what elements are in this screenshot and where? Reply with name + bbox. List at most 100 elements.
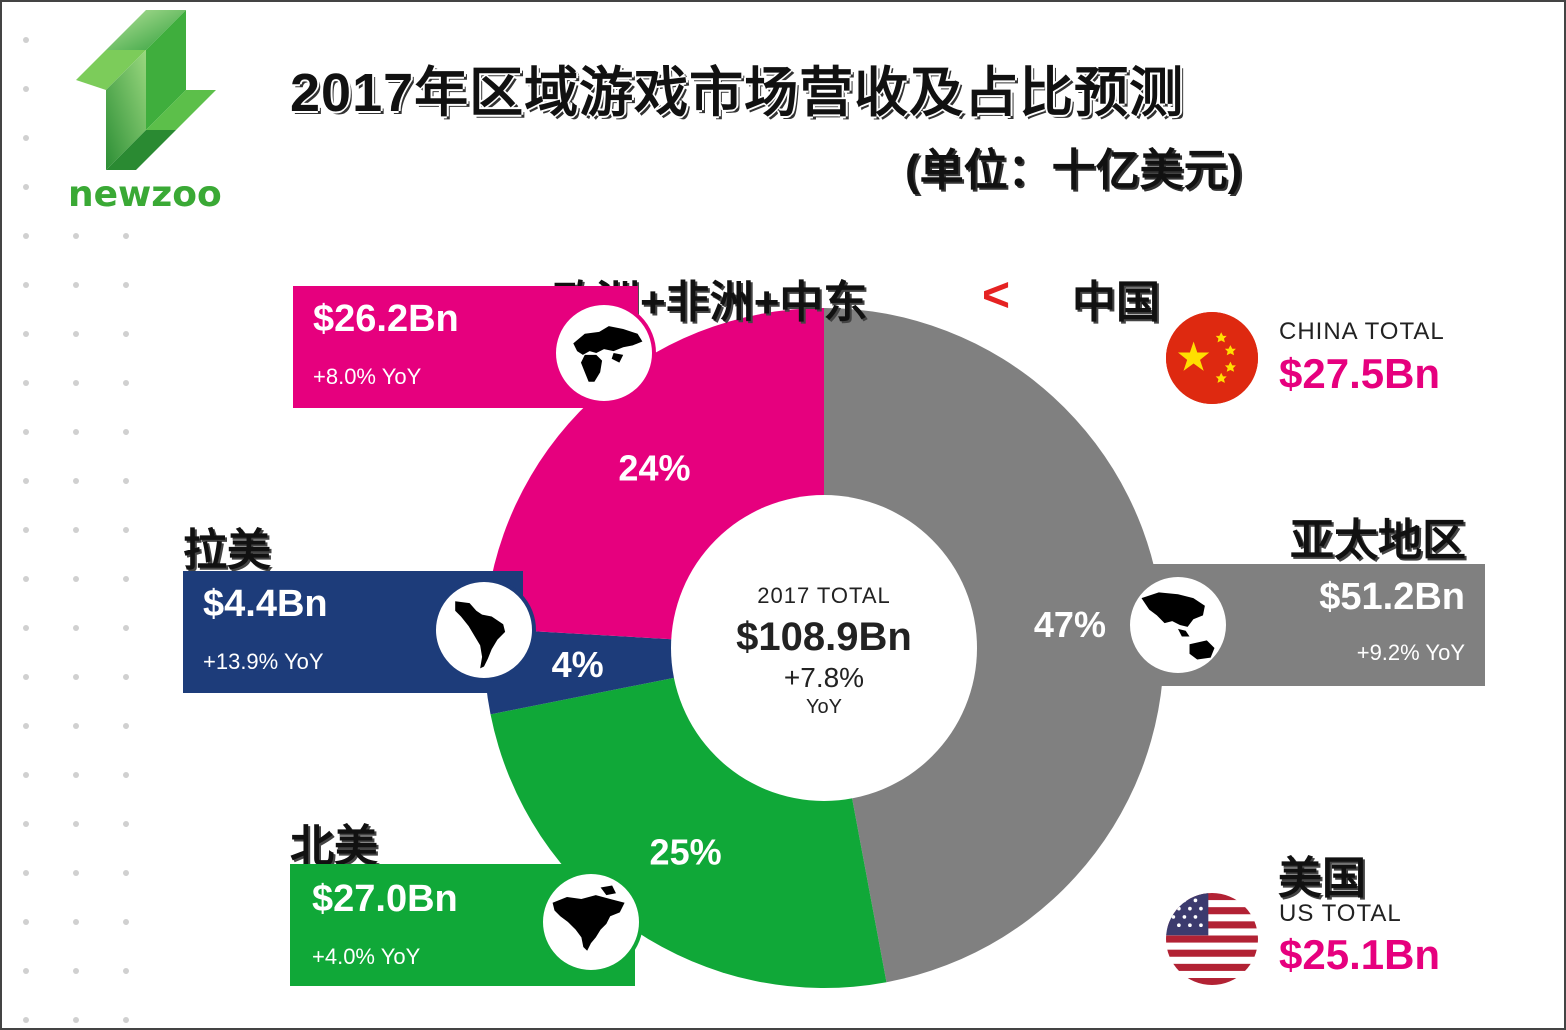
background-dot bbox=[73, 723, 79, 729]
latam-region-name: 拉美 bbox=[183, 526, 271, 575]
dot-pattern bbox=[23, 37, 129, 1023]
latam-badge bbox=[432, 578, 536, 682]
us-region-name: 美国 bbox=[1278, 854, 1366, 903]
europe-africa-map-icon bbox=[573, 326, 643, 382]
background-dot bbox=[23, 233, 29, 239]
china-flag-icon bbox=[1166, 312, 1258, 404]
background-dot bbox=[73, 870, 79, 876]
slice-apac bbox=[824, 308, 1164, 983]
emea-value: $26.2Bn bbox=[313, 298, 459, 340]
background-dot bbox=[73, 919, 79, 925]
background-dot bbox=[73, 625, 79, 631]
latam-value: $4.4Bn bbox=[203, 583, 328, 625]
us-total-value: $25.1Bn bbox=[1279, 931, 1441, 978]
pct-label-apac: 47% bbox=[1034, 604, 1106, 645]
pct-label-emea: 24% bbox=[618, 447, 690, 488]
na-yoy: +4.0% YoY bbox=[312, 944, 421, 969]
newzoo-logo-icon bbox=[76, 10, 216, 170]
background-dot bbox=[123, 429, 129, 435]
background-dot bbox=[23, 576, 29, 582]
background-dot bbox=[73, 233, 79, 239]
background-dot bbox=[23, 429, 29, 435]
background-dot bbox=[123, 968, 129, 974]
north-america-map-icon bbox=[552, 885, 625, 951]
latam-yoy: +13.9% YoY bbox=[203, 649, 324, 674]
pct-label-na: 25% bbox=[650, 832, 722, 873]
background-dot bbox=[73, 1017, 79, 1023]
background-dot bbox=[23, 184, 29, 190]
background-dot bbox=[123, 772, 129, 778]
us-total-label: US TOTAL bbox=[1279, 900, 1402, 927]
background-dot bbox=[23, 870, 29, 876]
less-than-symbol: < bbox=[982, 269, 1011, 322]
china-total-label: CHINA TOTAL bbox=[1279, 318, 1445, 345]
page-subtitle: (单位：十亿美元) bbox=[905, 146, 1243, 195]
background-dot bbox=[23, 331, 29, 337]
background-dot bbox=[73, 674, 79, 680]
background-dot bbox=[123, 723, 129, 729]
background-dot bbox=[23, 135, 29, 141]
us-flag-icon bbox=[1166, 893, 1258, 985]
background-dot bbox=[73, 478, 79, 484]
us-flag-badge bbox=[1166, 893, 1258, 985]
background-dot bbox=[123, 1017, 129, 1023]
china-flag-badge bbox=[1166, 312, 1258, 404]
apac-value: $51.2Bn bbox=[1319, 576, 1465, 618]
background-dot bbox=[123, 674, 129, 680]
apac-region-name: 亚太地区 bbox=[1290, 516, 1466, 565]
emea-badge bbox=[552, 301, 656, 405]
background-dot bbox=[73, 527, 79, 533]
background-dot bbox=[23, 772, 29, 778]
background-dot bbox=[23, 625, 29, 631]
na-badge bbox=[539, 870, 643, 974]
background-dot bbox=[23, 37, 29, 43]
center-growth-unit: YoY bbox=[806, 696, 842, 718]
center-label: 2017 TOTAL bbox=[757, 583, 891, 608]
background-dot bbox=[73, 772, 79, 778]
background-dot bbox=[73, 380, 79, 386]
background-dot bbox=[123, 870, 129, 876]
background-dot bbox=[23, 282, 29, 288]
south-america-map-icon bbox=[455, 601, 506, 669]
donut-hole bbox=[671, 495, 977, 801]
background-dot bbox=[123, 625, 129, 631]
background-dot bbox=[73, 282, 79, 288]
background-dot bbox=[123, 576, 129, 582]
center-total: 2017 TOTAL $108.9Bn +7.8% YoY bbox=[674, 583, 974, 719]
center-growth: +7.8% bbox=[783, 662, 865, 693]
background-dot bbox=[23, 1017, 29, 1023]
newzoo-logo-text: newzoo bbox=[68, 174, 222, 215]
background-dot bbox=[73, 576, 79, 582]
background-dot bbox=[73, 968, 79, 974]
na-region-name: 北美 bbox=[290, 822, 378, 871]
pct-label-latam: 4% bbox=[552, 644, 604, 685]
background-dot bbox=[73, 821, 79, 827]
background-dot bbox=[123, 380, 129, 386]
background-dot bbox=[23, 674, 29, 680]
background-dot bbox=[123, 919, 129, 925]
background-dot bbox=[23, 968, 29, 974]
background-dot bbox=[73, 331, 79, 337]
na-value: $27.0Bn bbox=[312, 878, 458, 920]
background-dot bbox=[23, 919, 29, 925]
background-dot bbox=[23, 527, 29, 533]
asia-pacific-map-icon bbox=[1141, 592, 1215, 660]
emea-yoy: +8.0% YoY bbox=[313, 364, 422, 389]
background-dot bbox=[123, 821, 129, 827]
center-value: $108.9Bn bbox=[736, 615, 912, 659]
china-total-value: $27.5Bn bbox=[1279, 350, 1441, 397]
background-dot bbox=[23, 86, 29, 92]
apac-yoy: +9.2% YoY bbox=[1356, 640, 1465, 665]
background-dot bbox=[23, 478, 29, 484]
background-dot bbox=[123, 282, 129, 288]
background-dot bbox=[73, 429, 79, 435]
background-dot bbox=[123, 478, 129, 484]
background-dot bbox=[23, 723, 29, 729]
background-dot bbox=[123, 233, 129, 239]
apac-badge bbox=[1126, 573, 1230, 677]
background-dot bbox=[23, 380, 29, 386]
page-title: 2017年区域游戏市场营收及占比预测 bbox=[290, 63, 1185, 123]
china-region-name: 中国 bbox=[1072, 278, 1160, 327]
